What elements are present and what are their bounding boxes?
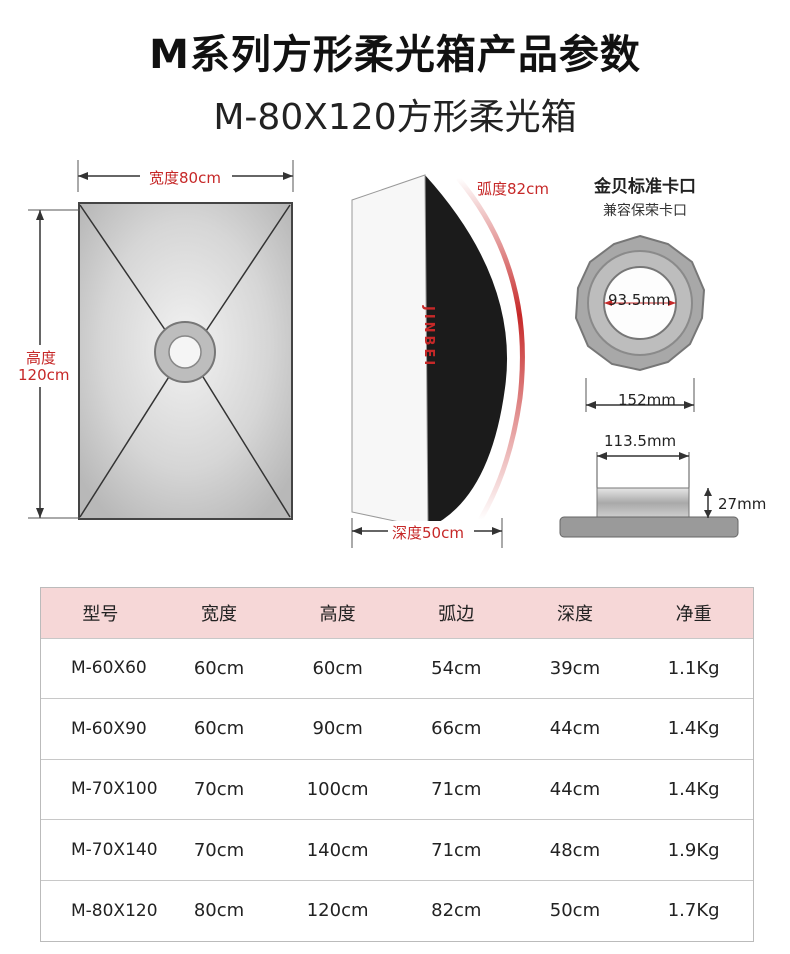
height-label-line1: 高度: [26, 349, 57, 367]
cell-width: 80cm: [159, 879, 279, 941]
cell-depth: 50cm: [515, 879, 635, 941]
product-diagram: [14, 160, 739, 548]
cell-weight: 1.1Kg: [634, 637, 753, 699]
cell-arc: 66cm: [396, 698, 516, 760]
header-weight: 净重: [675, 603, 712, 625]
spec-table-container: 型号 宽度 高度 弧边 深度 净重 M-60X60 60cm 60cm 54cm…: [40, 587, 754, 942]
cell-model: M-70X100: [41, 758, 160, 820]
cell-weight: 1.4Kg: [634, 698, 753, 760]
outer-diameter-label: 152mm: [618, 391, 676, 409]
cell-model: M-70X140: [41, 819, 160, 881]
table-row: M-60X90 60cm 90cm 66cm 44cm 1.4Kg: [41, 698, 753, 760]
header-width: 宽度: [200, 603, 237, 625]
cell-depth: 44cm: [515, 698, 635, 760]
mount-subtitle: 兼容保荣卡口: [603, 203, 687, 219]
cell-width: 60cm: [159, 698, 279, 760]
cell-height: 140cm: [278, 819, 397, 881]
cell-weight: 1.7Kg: [634, 879, 753, 941]
side-height-label: 27mm: [718, 495, 767, 513]
header-depth: 深度: [556, 603, 593, 625]
softbox-front-view: [14, 160, 294, 520]
table-row: M-70X140 70cm 140cm 71cm 48cm 1.9Kg: [41, 819, 753, 881]
cell-depth: 44cm: [515, 758, 635, 820]
cell-height: 100cm: [278, 758, 397, 820]
page-title: M系列方形柔光箱产品参数: [149, 32, 641, 78]
cell-width: 70cm: [159, 819, 279, 881]
cell-arc: 71cm: [396, 819, 516, 881]
inner-diameter-label: 93.5mm: [608, 291, 671, 309]
mount-title: 金贝标准卡口: [594, 177, 696, 197]
mount-side-view: [559, 452, 739, 538]
header-model: 型号: [82, 603, 119, 625]
page-subtitle: M-80X120方形柔光箱: [213, 97, 577, 138]
arc-label: 弧度82cm: [477, 180, 549, 198]
cell-weight: 1.4Kg: [634, 758, 753, 820]
softbox-side-view: [351, 174, 525, 548]
depth-label: 深度50cm: [392, 524, 464, 542]
header-height: 高度: [319, 603, 356, 625]
brand-logo: JINBEI: [421, 306, 436, 369]
table-row: M-70X100 70cm 100cm 71cm 44cm 1.4Kg: [41, 758, 753, 820]
table-row: M-80X120 80cm 120cm 82cm 50cm 1.7Kg: [41, 879, 753, 941]
cell-model: M-80X120: [41, 879, 160, 941]
cell-arc: 82cm: [396, 879, 516, 941]
table-header-row: 型号 宽度 高度 弧边 深度 净重: [41, 588, 753, 638]
width-label: 宽度80cm: [149, 169, 221, 187]
cell-height: 60cm: [278, 637, 397, 699]
cell-weight: 1.9Kg: [634, 819, 753, 881]
table-row: M-60X60 60cm 60cm 54cm 39cm 1.1Kg: [41, 637, 753, 699]
cell-arc: 71cm: [396, 758, 516, 820]
cell-height: 120cm: [278, 879, 397, 941]
side-width-label: 113.5mm: [604, 432, 677, 450]
cell-model: M-60X60: [41, 637, 160, 699]
height-label-line2: 120cm: [18, 366, 70, 384]
cell-width: 70cm: [159, 758, 279, 820]
header-arc: 弧边: [438, 603, 475, 625]
cell-depth: 39cm: [515, 637, 635, 699]
cell-arc: 54cm: [396, 637, 516, 699]
mount-front-view: [574, 234, 706, 412]
cell-height: 90cm: [278, 698, 397, 760]
cell-width: 60cm: [159, 637, 279, 699]
spec-table: 型号 宽度 高度 弧边 深度 净重 M-60X60 60cm 60cm 54cm…: [41, 588, 753, 941]
cell-depth: 48cm: [515, 819, 635, 881]
cell-model: M-60X90: [41, 698, 160, 760]
